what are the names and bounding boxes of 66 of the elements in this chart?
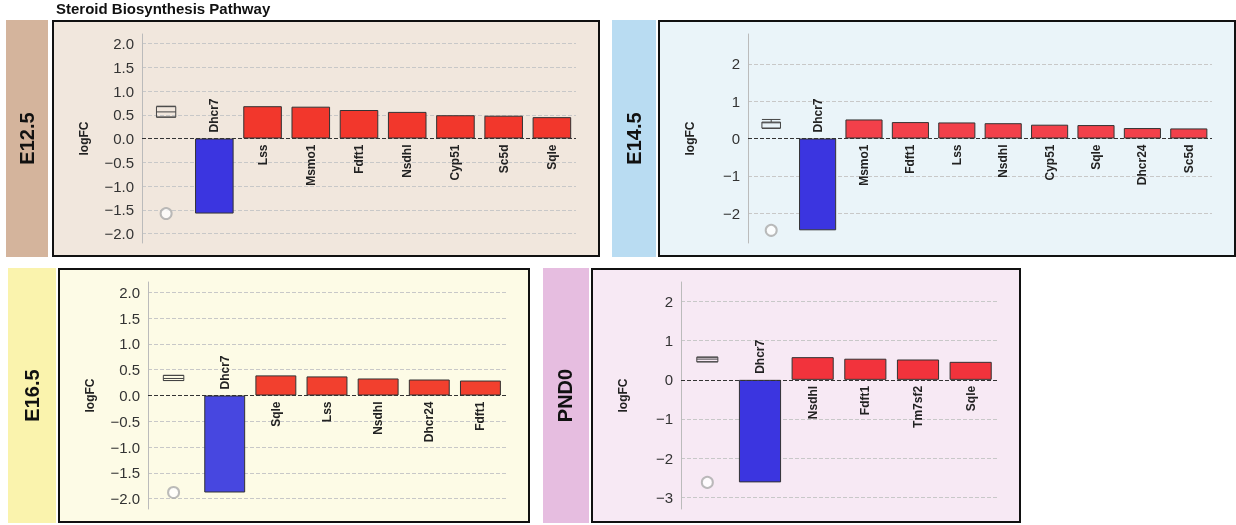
x-tick-label: Tm7sf2 bbox=[911, 385, 925, 428]
y-tick-label: 2.0 bbox=[119, 283, 140, 301]
y-axis-title: logFC bbox=[83, 378, 97, 413]
y-tick-label: −1 bbox=[655, 410, 673, 428]
y-tick-label: −1.0 bbox=[110, 438, 140, 456]
x-tick-label: Sqle bbox=[268, 401, 283, 427]
text: PND0 bbox=[554, 368, 578, 423]
x-tick-label: Sqle bbox=[544, 144, 559, 170]
y-tick-label: 2 bbox=[664, 293, 673, 311]
x-tick-label: Nsdhl bbox=[996, 144, 1011, 178]
y-tick-label: −3 bbox=[655, 488, 673, 506]
y-tick-label: 0.5 bbox=[113, 106, 134, 124]
y-tick-label: 0.5 bbox=[119, 361, 140, 379]
x-tick-label: Nsdhl bbox=[805, 385, 820, 420]
x-tick-label: Sqle bbox=[1089, 144, 1103, 170]
y-tick-label: −1 bbox=[722, 167, 740, 185]
y-tick-label: −2.0 bbox=[110, 490, 140, 508]
x-tick-label: Fdft1 bbox=[903, 144, 918, 174]
y-axis-title: logFC bbox=[77, 121, 91, 156]
x-tick-label: Sqle bbox=[963, 385, 978, 412]
text: E12.5 bbox=[15, 112, 39, 165]
y-tick-label: −2 bbox=[655, 449, 673, 467]
x-tick-label: Msmo1 bbox=[857, 144, 871, 186]
y-tick-label: 1.0 bbox=[119, 335, 140, 353]
y-tick-label: −1.5 bbox=[104, 201, 134, 219]
x-tick-label: Dhcr7 bbox=[753, 339, 767, 374]
y-tick-label: 2 bbox=[731, 55, 740, 73]
x-tick-label: Dhcr24 bbox=[422, 401, 437, 443]
x-tick-label: Fdft1 bbox=[473, 401, 488, 431]
y-tick-label: −1.5 bbox=[110, 464, 140, 482]
text: Steroid Biosynthesis Pathway bbox=[56, 0, 271, 17]
x-tick-label: Dhcr7 bbox=[810, 98, 825, 133]
y-tick-label: −0.5 bbox=[104, 153, 134, 171]
x-tick-label: Cyp51 bbox=[1042, 144, 1057, 181]
x-tick-label: Lss bbox=[320, 401, 334, 423]
x-tick-label: Sc5d bbox=[496, 144, 511, 174]
y-tick-label: 0.0 bbox=[113, 130, 134, 147]
x-tick-label: Lss bbox=[949, 144, 964, 166]
x-tick-label: Msmo1 bbox=[303, 144, 318, 186]
y-axis-title: logFC bbox=[616, 378, 630, 413]
x-tick-label: Lss bbox=[255, 144, 270, 166]
y-tick-label: −2 bbox=[722, 204, 740, 222]
text: E14.5 bbox=[622, 112, 646, 165]
y-tick-label: 1 bbox=[664, 332, 673, 350]
y-tick-label: 0 bbox=[664, 371, 673, 389]
y-tick-label: 1.0 bbox=[113, 82, 134, 100]
y-axis-title: logFC bbox=[683, 121, 697, 156]
y-tick-label: 1.5 bbox=[119, 309, 140, 327]
y-tick-label: −0.5 bbox=[110, 412, 140, 430]
y-tick-label: 1.5 bbox=[113, 58, 134, 76]
y-tick-label: 1 bbox=[731, 92, 740, 110]
y-tick-label: 0 bbox=[731, 130, 740, 147]
x-tick-label: Dhcr24 bbox=[1135, 144, 1150, 186]
x-tick-label: Nsdhl bbox=[400, 144, 415, 178]
x-tick-label: Dhcr7 bbox=[207, 98, 222, 133]
x-tick-label: Cyp51 bbox=[448, 144, 463, 181]
y-tick-label: 2.0 bbox=[113, 35, 134, 52]
x-tick-label: Nsdhl bbox=[371, 401, 386, 435]
y-tick-label: −2.0 bbox=[104, 225, 134, 242]
x-tick-label: Sc5d bbox=[1181, 144, 1196, 174]
x-tick-label: Fdft1 bbox=[352, 144, 366, 174]
y-tick-label: −1.0 bbox=[104, 177, 134, 195]
x-tick-label: Fdft1 bbox=[858, 385, 873, 416]
text: E16.5 bbox=[20, 369, 44, 422]
x-tick-label: Dhcr7 bbox=[217, 355, 232, 390]
y-tick-label: 0.0 bbox=[119, 387, 140, 404]
